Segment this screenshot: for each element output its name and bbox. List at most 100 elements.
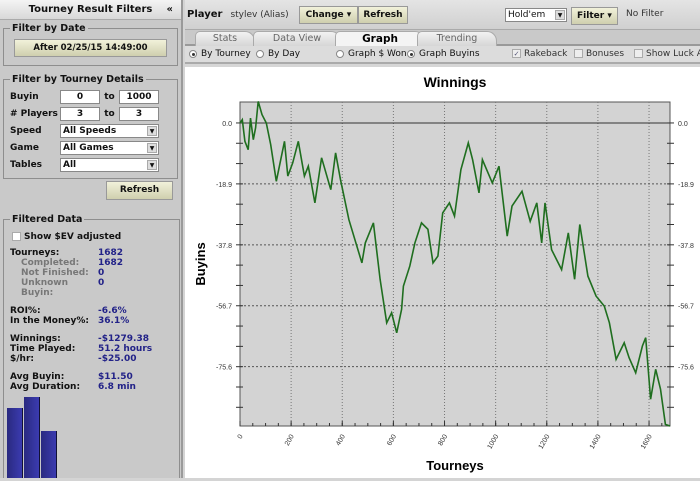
tab-trending[interactable]: Trending xyxy=(417,31,497,46)
y-tick-label-left: -75.6 xyxy=(216,365,232,372)
players-label: # Players xyxy=(10,108,58,119)
filtered-data-legend: Filtered Data xyxy=(12,214,83,225)
ev-checkbox[interactable] xyxy=(12,232,21,241)
filter-by-date-legend: Filter by Date xyxy=(12,23,86,34)
stat-value: -$1279.38 xyxy=(98,334,149,344)
bonuses-checkbox[interactable]: Bonuses xyxy=(574,49,624,59)
by-day-radio[interactable]: By Day xyxy=(256,49,300,59)
stat-value: $11.50 xyxy=(98,372,133,382)
stats-list: Tourneys: 1682 Completed: 1682 Not Finishe… xyxy=(10,248,173,392)
buyin-to-input[interactable]: 1000 xyxy=(119,89,159,104)
y-tick-label-left: 0.0 xyxy=(222,121,232,128)
y-axis-label: Buyins xyxy=(193,242,208,285)
change-player-button[interactable]: Change ▾ xyxy=(298,5,359,24)
game-type-select[interactable]: Hold'em ▼ xyxy=(505,8,567,22)
histogram xyxy=(0,388,181,478)
filter-button[interactable]: Filter ▾ xyxy=(571,7,618,25)
filter-details-legend: Filter by Tourney Details xyxy=(12,74,144,85)
stat-label: Unknown Buyin: xyxy=(21,278,69,298)
filter-by-date: Filter by Date After 02/25/15 14:49:00 xyxy=(3,23,178,66)
tab-bar: Stats Data View Graph Trending xyxy=(185,30,700,46)
x-tick-label: 800 xyxy=(437,433,449,447)
buyin-label: Buyin xyxy=(10,91,39,102)
tab-stats[interactable]: Stats xyxy=(195,31,255,46)
tab-graph[interactable]: Graph xyxy=(335,31,425,46)
speed-value: All Speeds xyxy=(63,125,117,136)
x-tick-label: 600 xyxy=(386,433,398,447)
buyin-from-input[interactable]: 0 xyxy=(60,89,100,104)
chevron-down-icon[interactable]: ▼ xyxy=(147,142,157,153)
chevron-down-icon: ▾ xyxy=(346,9,352,20)
graph-won-label: Graph $ Won xyxy=(348,49,407,59)
ev-label: Show $EV adjusted xyxy=(24,232,122,242)
tab-data-view[interactable]: Data View xyxy=(253,31,341,46)
stat-label: Avg Buyin: xyxy=(10,372,65,382)
stat-label: Not Finished: xyxy=(21,268,89,278)
stat-value: 1682 xyxy=(98,248,124,258)
game-select[interactable]: All Games ▼ xyxy=(60,140,159,155)
stat-value: 1682 xyxy=(98,258,124,268)
chevron-down-icon[interactable]: ▼ xyxy=(147,125,157,136)
chevron-down-icon[interactable]: ▼ xyxy=(147,159,157,170)
toolbar-refresh-button[interactable]: Refresh xyxy=(358,5,408,24)
change-label: Change xyxy=(305,9,344,20)
plot-area xyxy=(239,101,671,427)
by-tourney-radio[interactable]: By Tourney xyxy=(189,49,251,59)
filter-status: No Filter xyxy=(626,9,664,19)
stat-value: 51.2 hours xyxy=(98,344,153,354)
filter-label: Filter xyxy=(577,11,605,21)
show-luck-label: Show Luck Ad xyxy=(646,49,700,59)
stat-value: 6.8 min xyxy=(98,382,136,392)
bonuses-label: Bonuses xyxy=(586,49,625,59)
ev-adjusted-toggle[interactable]: Show $EV adjusted xyxy=(12,232,173,242)
stat-label: Winnings: xyxy=(10,334,61,344)
speed-select[interactable]: All Speeds ▼ xyxy=(60,123,159,138)
by-tourney-label: By Tourney xyxy=(201,49,251,59)
chart-svg: Winnings 0 200 400 600 800 1000 1200 1400 1600 0.0… xyxy=(193,74,694,473)
stat-label: Time Played: xyxy=(10,344,76,354)
game-value: All Games xyxy=(63,142,114,153)
graph-buyins-radio[interactable]: Graph Buyins xyxy=(407,49,480,59)
x-tick-label: 200 xyxy=(284,433,296,447)
stat-value: -$25.00 xyxy=(98,354,137,364)
stat-value: 0 xyxy=(98,278,105,288)
histogram-bar xyxy=(41,431,57,478)
graph-won-radio[interactable]: Graph $ Won xyxy=(336,49,407,59)
filtered-data: Filtered Data Show $EV adjusted Tourneys… xyxy=(3,214,180,478)
chevron-down-icon[interactable]: ▼ xyxy=(555,10,565,20)
y-tick-label-left: -56.7 xyxy=(216,304,232,311)
main-panel: Player stylev (Alias) Change ▾ Refresh H… xyxy=(185,0,700,478)
x-tick-label: 1000 xyxy=(487,433,501,450)
x-tick-label: 0 xyxy=(237,433,245,440)
stat-label: Avg Duration: xyxy=(10,382,81,392)
game-type-value: Hold'em xyxy=(508,10,546,20)
double-chevron-left-icon[interactable]: « xyxy=(166,4,173,15)
histogram-bar xyxy=(7,408,23,478)
date-filter-button[interactable]: After 02/25/15 14:49:00 xyxy=(14,39,167,57)
histogram-bar xyxy=(24,397,40,478)
y-tick-label-right: -56.7 xyxy=(678,304,694,311)
tables-select[interactable]: All ▼ xyxy=(60,157,159,172)
sidebar-refresh-button[interactable]: Refresh xyxy=(106,181,173,200)
winnings-chart: Winnings 0 200 400 600 800 1000 1200 1400 1600 0.0… xyxy=(185,67,700,478)
show-luck-checkbox[interactable]: Show Luck Ad xyxy=(634,49,700,59)
y-tick-label-right: 0.0 xyxy=(678,121,688,128)
x-tick-label: 1200 xyxy=(538,433,552,450)
stat-value: 0 xyxy=(98,268,105,278)
winnings-line xyxy=(239,101,671,427)
tables-value: All xyxy=(63,159,77,170)
tourney-result-filters-panel: Tourney Result Filters « Filter by Date A… xyxy=(0,0,183,478)
stat-value: 36.1% xyxy=(98,316,130,326)
panel-title: Tourney Result Filters « xyxy=(0,0,181,20)
graph-buyins-label: Graph Buyins xyxy=(419,49,480,59)
by-day-label: By Day xyxy=(268,49,301,59)
y-tick-label-right: -18.9 xyxy=(678,182,694,189)
players-to-input[interactable]: 3 xyxy=(119,106,159,121)
x-tick-label: 400 xyxy=(335,433,347,447)
filter-by-tourney-details: Filter by Tourney Details Buyin 0 to 1000 #… xyxy=(3,74,178,179)
players-from-input[interactable]: 3 xyxy=(60,106,100,121)
game-label: Game xyxy=(10,142,39,153)
player-value: stylev (Alias) xyxy=(230,9,289,20)
rakeback-checkbox[interactable]: ✓ Rakeback xyxy=(512,49,568,59)
panel-title-text: Tourney Result Filters xyxy=(28,4,153,15)
